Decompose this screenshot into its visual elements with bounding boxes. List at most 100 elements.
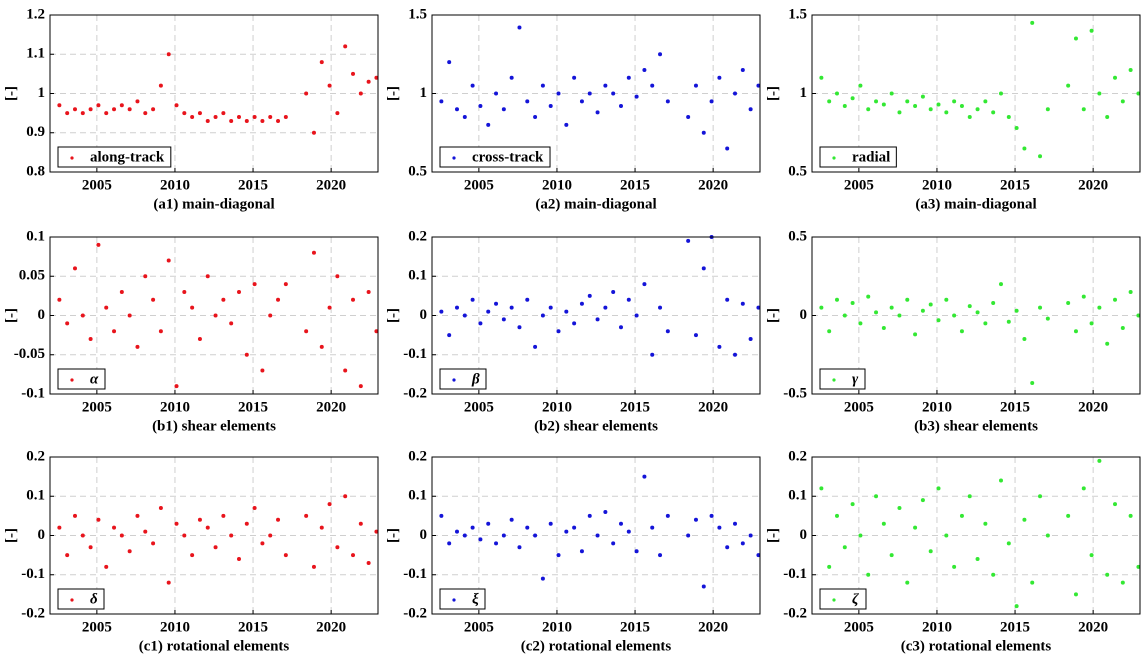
data-point — [327, 502, 332, 507]
axes-frame — [49, 14, 379, 173]
y-tick-label: 1 — [38, 85, 46, 101]
data-point — [983, 99, 988, 104]
data-point — [983, 321, 988, 326]
data-point — [1030, 381, 1035, 386]
data-point — [166, 258, 171, 263]
data-point — [834, 91, 839, 96]
data-point — [486, 309, 491, 314]
legend-box — [57, 588, 105, 610]
data-point — [858, 533, 863, 538]
y-axis-label: [-] — [765, 528, 781, 543]
legend-label: β — [471, 371, 480, 387]
data-point — [439, 99, 444, 104]
data-point — [1066, 83, 1071, 88]
x-tick-label: 2010 — [542, 177, 572, 193]
data-point — [57, 103, 62, 108]
x-tick-label: 2020 — [316, 619, 346, 635]
data-point — [343, 494, 348, 499]
data-point — [1006, 319, 1011, 324]
data-point — [327, 83, 332, 88]
data-point — [335, 274, 340, 279]
data-point — [221, 111, 226, 116]
data-point — [1045, 316, 1050, 321]
data-point — [748, 533, 753, 538]
data-point — [920, 94, 925, 99]
data-point — [905, 99, 910, 104]
legend-box — [439, 588, 486, 610]
data-point — [975, 107, 980, 112]
y-tick-label: -0.1 — [403, 346, 427, 362]
panel-caption: (b3) shear elements — [914, 418, 1038, 434]
data-point — [603, 509, 608, 514]
data-point — [358, 521, 363, 526]
legend-label: ζ — [852, 591, 860, 607]
y-tick-label: 1.5 — [408, 6, 427, 22]
legend: γ — [819, 368, 866, 390]
data-point — [991, 300, 996, 305]
data-point — [501, 317, 506, 322]
data-point — [618, 104, 623, 109]
data-point — [587, 513, 592, 518]
data-point — [920, 308, 925, 313]
data-point — [1097, 305, 1102, 310]
data-point — [119, 289, 124, 294]
data-point — [967, 115, 972, 120]
panel: 2005 2010 2015 2020 -0.2 -0.1 0 0.1 0.2 [-] (c1) r… — [3, 448, 379, 654]
y-tick-label: 0 — [420, 307, 428, 323]
data-point — [335, 111, 340, 116]
data-point — [127, 107, 132, 112]
data-point — [717, 344, 722, 349]
y-tick-label: 0 — [38, 527, 46, 543]
data-point — [611, 289, 616, 294]
data-point — [80, 111, 85, 116]
data-point — [72, 266, 77, 271]
x-tick-label: 2005 — [844, 177, 874, 193]
data-point — [740, 67, 745, 72]
data-point — [205, 118, 210, 123]
data-point — [1022, 146, 1027, 151]
data-point — [197, 337, 202, 342]
data-point — [127, 313, 132, 318]
data-point — [748, 107, 753, 112]
data-point — [693, 333, 698, 338]
data-point — [733, 521, 738, 526]
x-tick-label: 2020 — [316, 399, 346, 415]
data-point — [564, 529, 569, 534]
data-point — [618, 521, 623, 526]
data-point — [319, 60, 324, 65]
data-point — [889, 553, 894, 558]
data-point — [221, 513, 226, 518]
data-point — [1120, 580, 1125, 585]
data-point — [1113, 297, 1118, 302]
data-point — [626, 529, 631, 534]
data-point — [190, 115, 195, 120]
legend-box — [819, 368, 866, 390]
data-point — [874, 310, 879, 315]
data-point — [642, 282, 647, 287]
data-point — [478, 104, 483, 109]
data-point — [1081, 294, 1086, 299]
data-point — [1113, 75, 1118, 80]
data-point — [540, 576, 545, 581]
data-point — [642, 474, 647, 479]
data-point — [454, 107, 459, 112]
data-point — [850, 300, 855, 305]
data-point — [866, 572, 871, 577]
data-point — [693, 83, 698, 88]
data-point — [905, 297, 910, 302]
data-point — [229, 533, 234, 538]
x-tick-label: 2005 — [464, 399, 494, 415]
legend-marker — [832, 378, 836, 382]
data-point — [1136, 91, 1141, 96]
data-point — [952, 564, 957, 569]
data-point — [936, 318, 941, 323]
data-point — [158, 329, 163, 334]
data-point — [80, 533, 85, 538]
legend-label: α — [90, 371, 99, 387]
legend-marker — [452, 598, 456, 602]
legend-marker — [452, 156, 456, 160]
x-tick-label: 2020 — [698, 399, 728, 415]
axes-frame — [811, 456, 1141, 615]
x-tick-label: 2015 — [620, 177, 650, 193]
